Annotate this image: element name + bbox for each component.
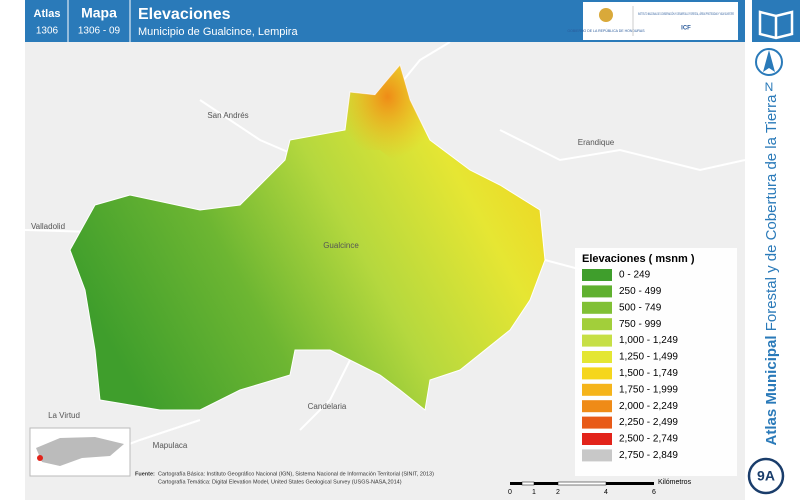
scale-bar: 0 1 2 4 6 Kilómetros bbox=[508, 479, 692, 496]
place-labels: San Andrés Erandique Valladolid Gualcinc… bbox=[31, 111, 615, 450]
scale-segment bbox=[510, 482, 522, 485]
legend-label: 1,250 - 1,499 bbox=[619, 352, 678, 363]
title: Elevaciones bbox=[138, 6, 231, 23]
place-label: Candelaria bbox=[308, 402, 347, 411]
legend-swatch bbox=[582, 285, 612, 298]
sheet-label: 9A bbox=[757, 468, 775, 484]
source-line: Cartografía Básica: Instituto Geográfico… bbox=[158, 471, 434, 477]
legend-swatch bbox=[582, 400, 612, 413]
sheet-badge bbox=[747, 457, 785, 495]
legend-label: 2,000 - 2,249 bbox=[619, 401, 678, 412]
road bbox=[499, 129, 746, 172]
road bbox=[299, 359, 351, 431]
municipality-elevation bbox=[69, 63, 546, 411]
legend-swatch bbox=[582, 269, 612, 281]
place-label: Valladolid bbox=[31, 222, 65, 231]
legend-label: 2,750 - 2,849 bbox=[619, 450, 678, 461]
legend-label: 250 - 499 bbox=[619, 286, 662, 297]
legend-swatch bbox=[582, 318, 612, 331]
logo-text: INSTITUTO NACIONAL DE CONSERVACIÓN Y DES… bbox=[638, 11, 734, 16]
high-elevation-area bbox=[345, 65, 430, 170]
legend-swatch bbox=[582, 383, 612, 396]
legend-title: Elevaciones ( msnm ) bbox=[582, 253, 695, 265]
legend-swatch bbox=[582, 367, 612, 380]
legend-swatch bbox=[582, 301, 612, 314]
legend-label: 1,750 - 1,999 bbox=[619, 384, 678, 395]
logo-acronym: ICF bbox=[681, 26, 691, 32]
location-marker bbox=[37, 455, 43, 461]
legend-label: 1,000 - 1,249 bbox=[619, 335, 678, 346]
honduras-outline bbox=[36, 437, 124, 466]
legend-label: 0 - 249 bbox=[619, 270, 651, 281]
scale-segment bbox=[521, 481, 535, 486]
atlas-number: 1306 bbox=[36, 26, 59, 37]
north-arrow bbox=[763, 50, 775, 72]
logo-text: GOBIERNO DE LA REPÚBLICA DE HONDURAS bbox=[567, 29, 645, 33]
scale-tick: 2 bbox=[556, 489, 560, 496]
map-number: 1306 - 09 bbox=[78, 26, 121, 37]
scale-segment bbox=[534, 482, 558, 485]
scale-segment bbox=[606, 482, 654, 485]
atlas-label: Atlas bbox=[34, 8, 61, 20]
legend-swatch bbox=[582, 416, 612, 429]
scale-tick: 0 bbox=[508, 489, 512, 496]
scale-unit: Kilómetros bbox=[658, 479, 692, 486]
legend-swatch bbox=[582, 334, 612, 347]
scale-segment bbox=[557, 481, 607, 486]
place-label: Erandique bbox=[578, 138, 615, 147]
subtitle: Municipio de Gualcince, Lempira bbox=[138, 26, 298, 38]
place-label: Gualcince bbox=[323, 241, 359, 250]
legend-swatch bbox=[582, 351, 612, 363]
legend-label: 750 - 999 bbox=[619, 319, 662, 330]
scale-tick: 4 bbox=[604, 489, 608, 496]
place-label: San Andrés bbox=[207, 111, 248, 120]
north-label: N bbox=[765, 80, 774, 94]
series-title-rest: Forestal y de Cobertura de la Tierra bbox=[763, 94, 780, 331]
source-label: Fuente: bbox=[135, 471, 155, 477]
legend-label: 2,250 - 2,499 bbox=[619, 417, 678, 428]
map-label: Mapa bbox=[81, 5, 117, 21]
place-label: La Virtud bbox=[48, 411, 80, 420]
north-circle bbox=[755, 48, 783, 76]
legend-label: 1,500 - 1,749 bbox=[619, 368, 678, 379]
legend-label: 2,500 - 2,749 bbox=[619, 434, 678, 445]
legend-label: 500 - 749 bbox=[619, 302, 662, 313]
book-icon bbox=[758, 10, 794, 40]
source-line: Cartografía Temática: Digital Elevation … bbox=[158, 479, 402, 485]
scale-tick: 1 bbox=[532, 489, 536, 496]
place-label: Mapulaca bbox=[153, 441, 188, 450]
legend-swatch bbox=[582, 433, 612, 445]
series-title-bold: Atlas Municipal bbox=[763, 335, 780, 445]
legend-items: 0 - 249 250 - 499 500 - 749 750 - 999 1,000 … bbox=[582, 269, 678, 462]
scale-tick: 6 bbox=[652, 489, 656, 496]
source: Fuente: Cartografía Básica: Instituto Ge… bbox=[135, 471, 434, 485]
series-title: Atlas Municipal Forestal y de Cobertura … bbox=[763, 94, 780, 446]
emblem bbox=[599, 8, 613, 22]
legend-swatch bbox=[582, 449, 612, 462]
header-text: Atlas 1306 Mapa 1306 - 09 Elevaciones Mu… bbox=[34, 5, 299, 38]
